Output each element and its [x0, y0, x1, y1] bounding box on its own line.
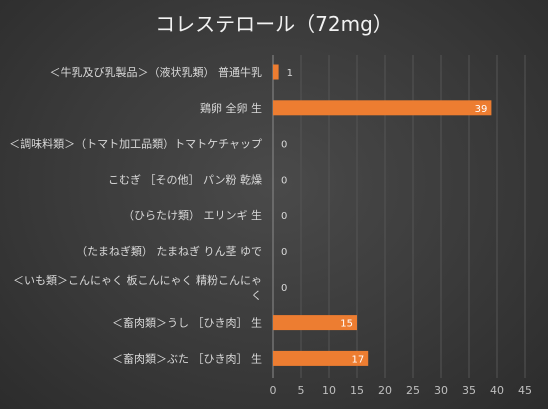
x-tick-label: 5 [298, 384, 305, 397]
x-tick-label: 45 [518, 384, 532, 397]
x-tick-label: 30 [434, 384, 448, 397]
category-label: ＜畜肉類＞うし ［ひき肉］ 生 [112, 316, 262, 330]
data-label: 0 [281, 140, 287, 151]
data-label: 0 [281, 283, 287, 294]
category-label: ＜いも類＞こんにゃく 板こんにゃく 精粉こんにゃく [13, 273, 262, 302]
x-tick-label: 35 [462, 384, 476, 397]
category-label: （ひらたけ類） エリンギ 生 [123, 208, 262, 222]
x-tick-label: 40 [490, 384, 504, 397]
chart-title: コレステロール（72mg） [155, 12, 393, 36]
category-label: 鶏卵 全卵 生 [200, 101, 262, 115]
data-label: 39 [475, 104, 488, 115]
bar [273, 64, 279, 80]
x-tick-label: 15 [350, 384, 364, 397]
x-tick-label: 0 [270, 384, 277, 397]
data-label: 17 [351, 354, 364, 365]
data-label: 0 [281, 211, 287, 222]
data-label: 0 [281, 247, 287, 258]
x-tick-label: 20 [378, 384, 392, 397]
category-label: こむぎ ［その他］ パン粉 乾燥 [108, 172, 262, 186]
data-label: 15 [340, 319, 353, 330]
category-label: ＜畜肉類＞ぶた ［ひき肉］ 生 [112, 351, 262, 365]
x-tick-label: 25 [406, 384, 420, 397]
data-label: 0 [281, 175, 287, 186]
bar [273, 315, 357, 331]
bar [273, 350, 369, 366]
category-label: ＜牛乳及び乳製品＞（液状乳類） 普通牛乳 [50, 65, 263, 79]
category-label: ＜調味料類＞（トマト加工品類）トマトケチャップ [9, 137, 262, 151]
data-label: 1 [287, 68, 293, 79]
category-label: （たまねぎ類） たまねぎ りん茎 ゆで [76, 244, 262, 258]
bar [273, 100, 492, 116]
x-tick-label: 10 [322, 384, 336, 397]
